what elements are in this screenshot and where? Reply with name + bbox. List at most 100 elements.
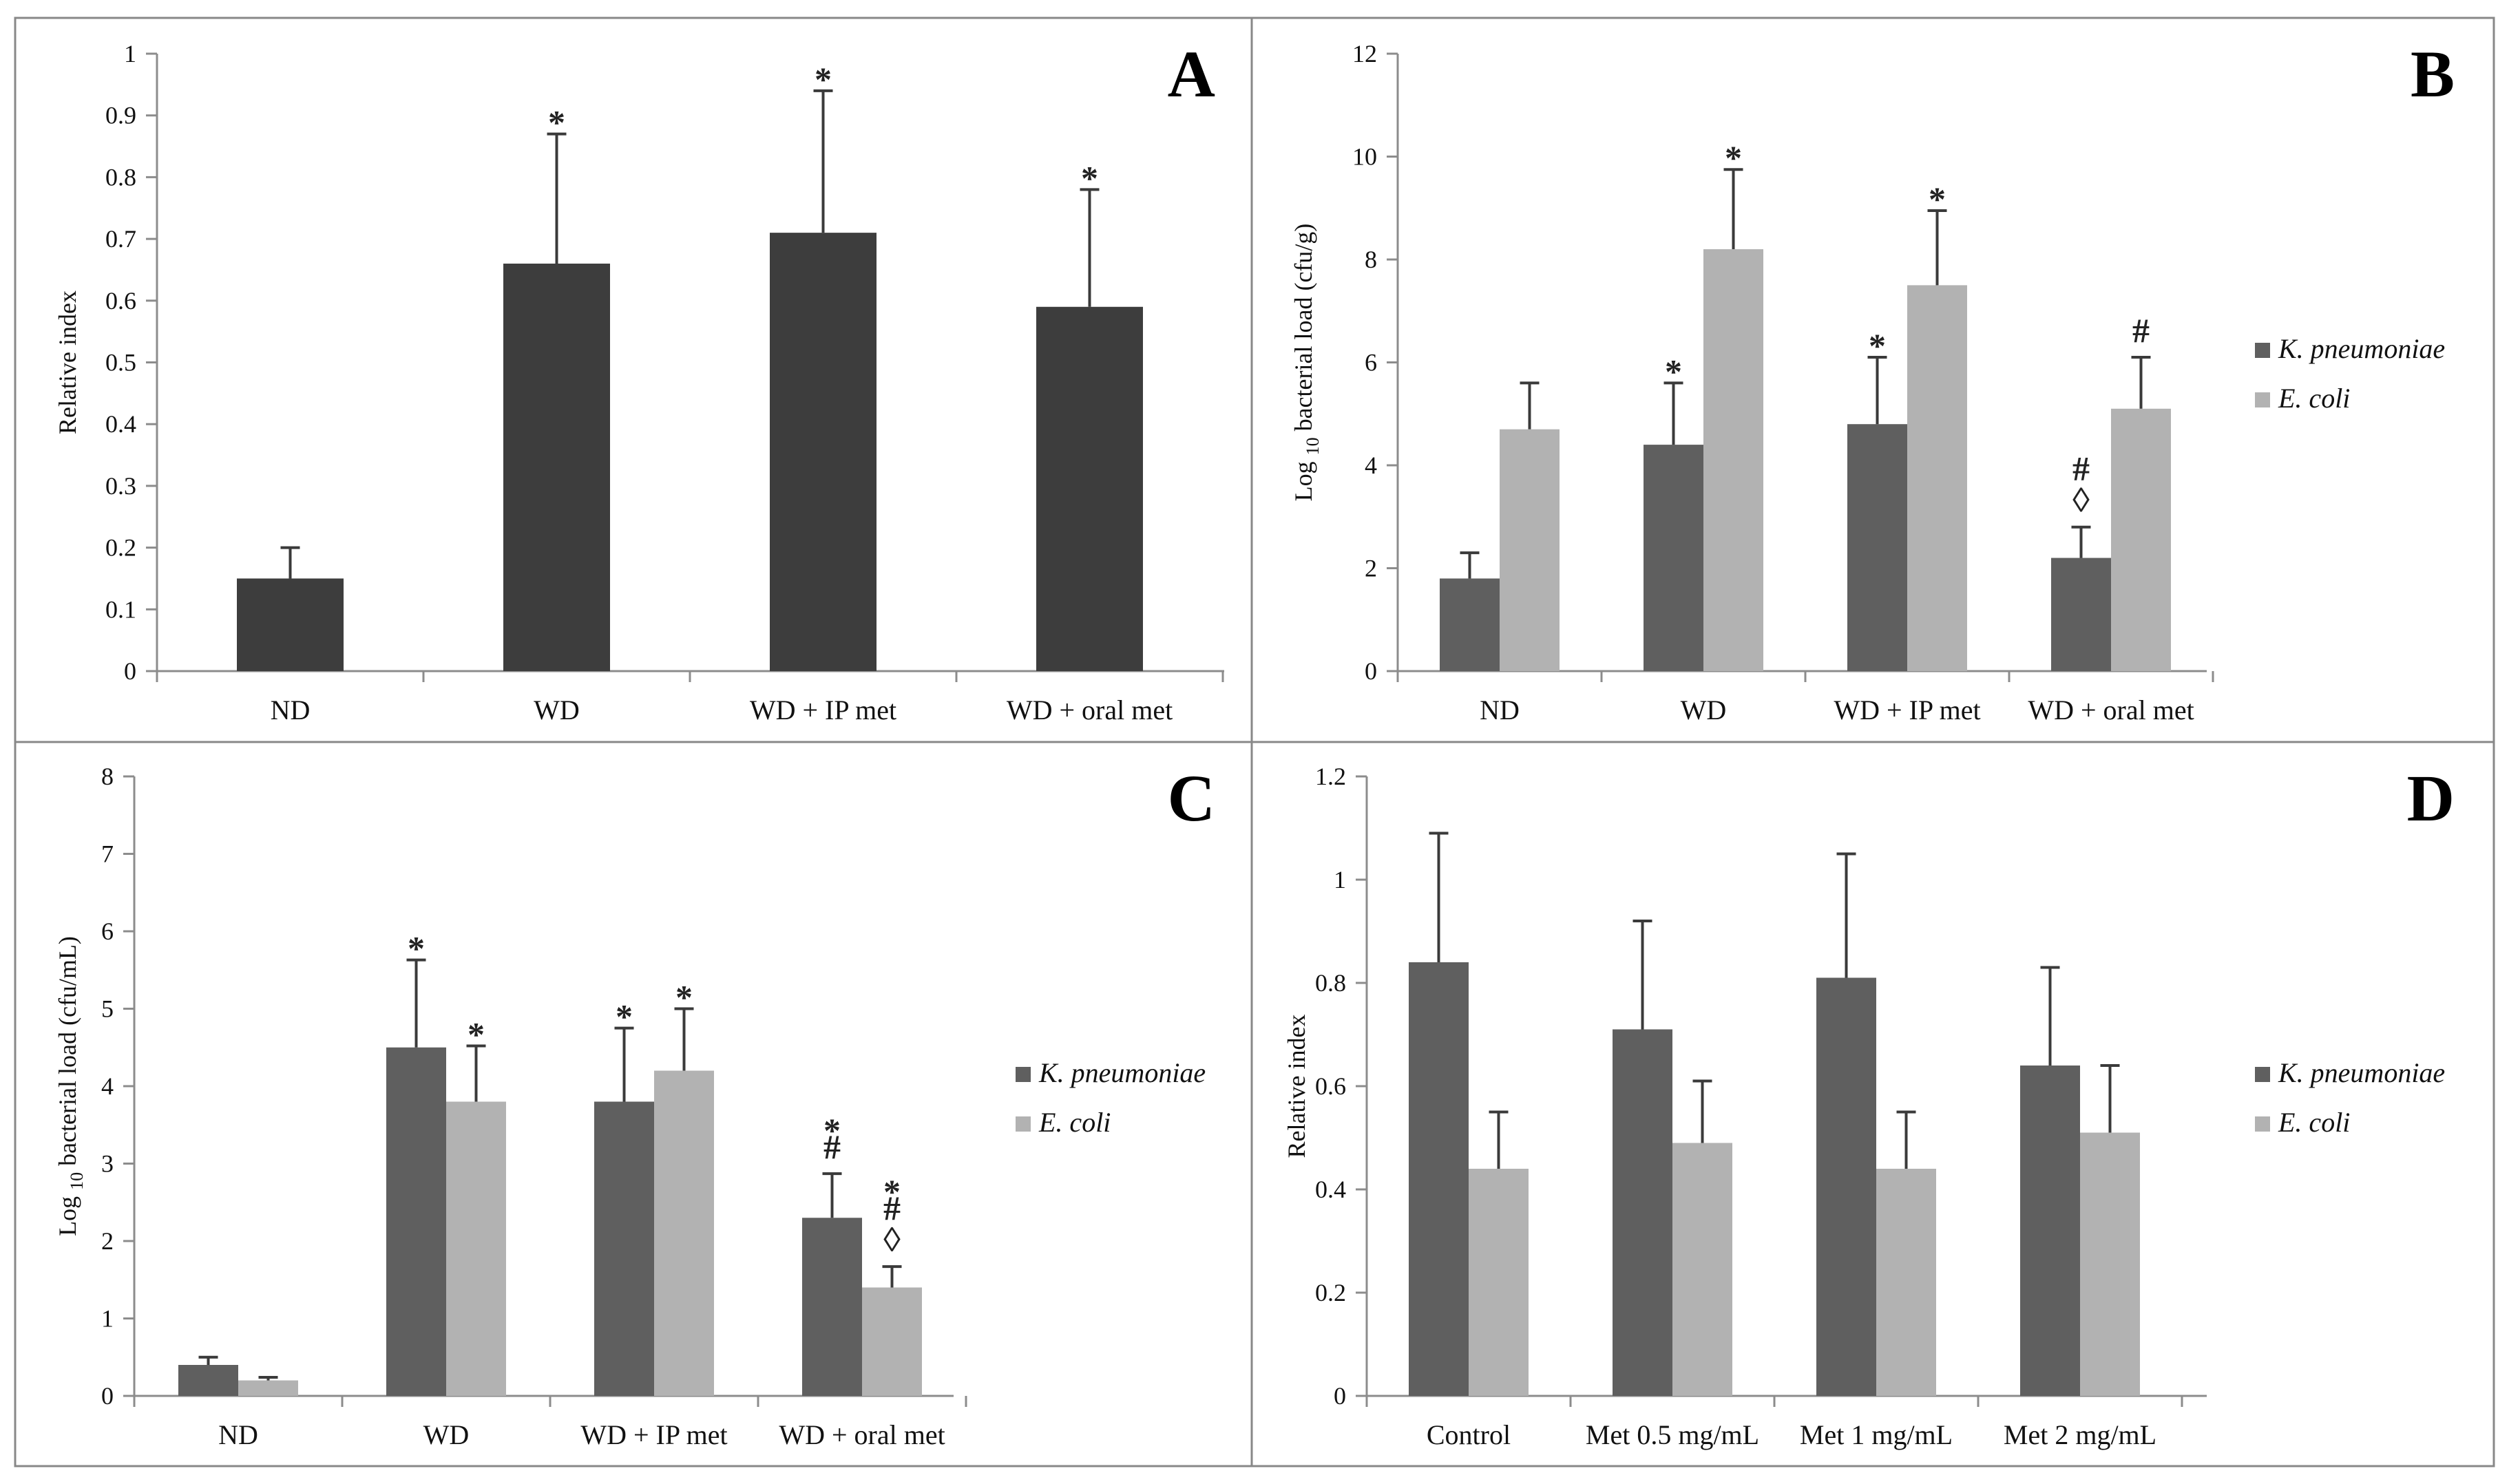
x-tick-label: ND	[218, 1419, 258, 1450]
bar-c-s0-c2	[594, 1101, 654, 1396]
bar-c-s1-c0	[238, 1380, 298, 1396]
x-tick-label: ND	[271, 695, 311, 725]
x-tick-label: Met 1 mg/mL	[1800, 1419, 1953, 1450]
significance-marker: *	[408, 929, 425, 968]
significance-marker: *	[1725, 138, 1742, 177]
y-tick-label: 7	[101, 840, 114, 868]
y-tick-label: 0.7	[105, 225, 136, 253]
y-tick-label: 2	[101, 1227, 114, 1255]
bar-b-s0-c3	[2051, 558, 2111, 671]
y-axis-title: Relative index	[54, 290, 81, 434]
y-tick-label: 0	[1334, 1382, 1346, 1410]
x-tick-label: WD	[1681, 695, 1727, 725]
y-tick-label: 0	[101, 1382, 114, 1410]
bar-a-s0-c0	[237, 578, 344, 671]
bar-c-s0-c1	[386, 1047, 446, 1396]
significance-marker: *	[1869, 326, 1886, 365]
legend-entry: K. pneumoniae	[1038, 1057, 1206, 1088]
panel-label: B	[2411, 37, 2455, 111]
x-tick-label: WD + oral met	[779, 1419, 945, 1450]
y-axis-title: Relative index	[1283, 1015, 1310, 1158]
y-tick-label: 0.9	[105, 102, 136, 129]
significance-marker: #	[823, 1127, 841, 1166]
legend-entry: E. coli	[2278, 1107, 2350, 1138]
panel-label: D	[2407, 761, 2455, 835]
y-tick-label: 2	[1365, 555, 1377, 582]
y-axis-title: Log 10 bacterial load (cfu/g)	[1290, 224, 1323, 502]
bar-d-s1-c1	[1672, 1143, 1732, 1396]
y-tick-label: 6	[101, 918, 114, 945]
legend-swatch	[2255, 1116, 2270, 1132]
panel-frame-d	[1250, 741, 2495, 1467]
legend-entry: K. pneumoniae	[2278, 1057, 2445, 1088]
y-axis-title: Log 10 bacterial load (cfu/mL)	[54, 936, 87, 1236]
significance-marker: *	[548, 103, 565, 142]
bar-c-s1-c1	[446, 1101, 506, 1396]
x-tick-label: ND	[1480, 695, 1520, 725]
y-tick-label: 1	[1334, 866, 1346, 893]
y-tick-label: 0.1	[105, 595, 136, 623]
bar-d-s1-c3	[2080, 1132, 2140, 1396]
y-tick-label: 8	[1365, 246, 1377, 273]
legend-swatch	[2255, 1067, 2270, 1082]
panel-label: C	[1168, 761, 1215, 835]
y-tick-label: 0.2	[105, 534, 136, 562]
bar-c-s1-c2	[654, 1070, 714, 1396]
chart-panel-a: 0 0.1 0.2 0.3 0.4 0.5 0.6 0.7 0.8 0.9 1 ND WD WD + IP…	[54, 37, 1224, 725]
significance-marker: *	[468, 1015, 485, 1054]
significance-marker: #	[883, 1189, 901, 1227]
significance-marker: ◊	[883, 1220, 901, 1259]
x-tick-label: WD + IP met	[1834, 695, 1980, 725]
y-tick-label: 10	[1352, 143, 1377, 171]
significance-marker: ◊	[2072, 481, 2090, 520]
legend-swatch	[1016, 1067, 1031, 1082]
y-tick-label: 0.5	[105, 349, 136, 377]
significance-marker: *	[1929, 180, 1946, 218]
x-tick-label: WD + oral met	[1007, 695, 1173, 725]
bar-b-s0-c2	[1847, 424, 1907, 671]
chart-panel-d: 0 0.2 0.4 0.6 0.8 1 1.2 Control Met 0.5 mg/mL Met…	[1283, 761, 2455, 1450]
significance-marker: #	[2132, 311, 2150, 350]
bar-c-s1-c3	[862, 1287, 922, 1396]
significance-marker: *	[883, 1172, 901, 1211]
bar-d-s1-c2	[1876, 1169, 1936, 1396]
y-tick-label: 1	[101, 1305, 114, 1333]
significance-marker: *	[1081, 158, 1098, 197]
y-tick-label: 0.4	[1315, 1176, 1346, 1203]
panel-label: A	[1168, 37, 1215, 111]
y-tick-label: 6	[1365, 349, 1377, 377]
x-tick-label: WD	[534, 695, 580, 725]
bar-d-s1-c0	[1469, 1169, 1529, 1396]
bar-a-s0-c2	[770, 233, 876, 671]
y-tick-label: 0.4	[105, 410, 136, 438]
legend-swatch	[1016, 1116, 1031, 1132]
significance-marker: *	[1665, 352, 1682, 390]
y-tick-label: 0.8	[105, 163, 136, 191]
y-tick-label: 0.2	[1315, 1279, 1346, 1306]
legend-entry: K. pneumoniae	[2278, 333, 2445, 364]
x-tick-label: Met 0.5 mg/mL	[1586, 1419, 1759, 1450]
x-tick-label: Control	[1427, 1419, 1511, 1450]
y-tick-label: 0	[124, 657, 136, 685]
x-tick-label: WD + IP met	[750, 695, 896, 725]
y-tick-label: 0	[1365, 657, 1377, 685]
bar-c-s0-c0	[178, 1365, 238, 1396]
y-tick-label: 0.3	[105, 472, 136, 500]
y-tick-label: 1	[124, 40, 136, 67]
y-tick-label: 12	[1352, 40, 1377, 67]
chart-panel-c: 0 1 2 3 4 5 6 7 8 ND WD WD + IP met WD + oral met Log…	[54, 761, 1215, 1450]
x-tick-label: WD	[423, 1419, 470, 1450]
significance-marker: *	[815, 60, 832, 98]
bar-d-s0-c2	[1816, 977, 1876, 1396]
y-tick-label: 3	[101, 1150, 114, 1178]
bar-b-s1-c3	[2111, 408, 2171, 671]
bar-b-s1-c0	[1500, 429, 1560, 671]
significance-marker: #	[2072, 449, 2090, 488]
legend-swatch	[2255, 392, 2270, 407]
bar-b-s0-c0	[1440, 578, 1500, 671]
bar-a-s0-c1	[503, 263, 610, 672]
bar-a-s0-c3	[1036, 306, 1143, 671]
y-tick-label: 1.2	[1315, 763, 1346, 790]
y-tick-label: 4	[101, 1072, 114, 1100]
